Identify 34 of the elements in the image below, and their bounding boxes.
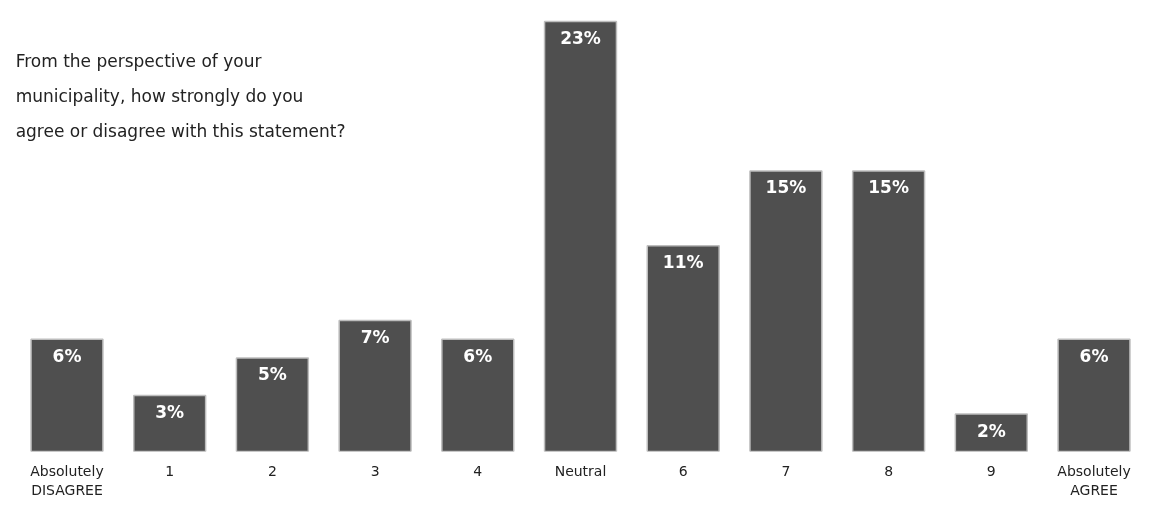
bar (543, 20, 618, 452)
data-label: 6% (52, 345, 82, 366)
bar (1057, 338, 1131, 452)
bar (30, 338, 104, 452)
x-tick-label: 3 (370, 462, 380, 479)
data-label: 7% (360, 327, 390, 348)
x-tick-label: 6 (678, 462, 688, 479)
text: From the perspective of your municipality, how strongly do you agree or disagree with this statement? (15, 50, 346, 142)
bar (235, 357, 310, 452)
x-tick-label: 8 (884, 462, 894, 479)
data-label: 15% (868, 177, 909, 198)
bar (954, 413, 1029, 452)
data-label: 5% (257, 364, 287, 385)
data-label: 2% (976, 420, 1006, 441)
x-tick-label: 9 (986, 462, 996, 479)
bar (646, 245, 720, 452)
x-tick-label: Absolutely AGREE (1057, 462, 1131, 498)
bar (851, 170, 926, 452)
x-tick-label: 7 (781, 462, 791, 479)
data-label: 11% (662, 252, 704, 273)
data-label: 3% (155, 401, 185, 422)
data-label: 6% (1079, 345, 1109, 366)
x-tick-label: 4 (473, 462, 483, 479)
bar (338, 319, 412, 452)
x-tick-label: 1 (165, 462, 175, 479)
x-tick-label: Absolutely DISAGREE (30, 462, 104, 498)
x-tick-label: 2 (267, 462, 277, 479)
data-label: 15% (765, 177, 807, 198)
x-tick-label: Neutral (554, 462, 607, 479)
bar (441, 338, 515, 452)
bar (132, 394, 207, 452)
data-label: 23% (560, 27, 601, 48)
bar (749, 170, 823, 452)
data-label: 6% (463, 345, 493, 366)
